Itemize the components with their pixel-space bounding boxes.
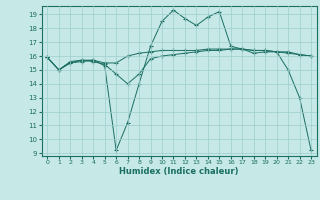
X-axis label: Humidex (Indice chaleur): Humidex (Indice chaleur) [119, 167, 239, 176]
